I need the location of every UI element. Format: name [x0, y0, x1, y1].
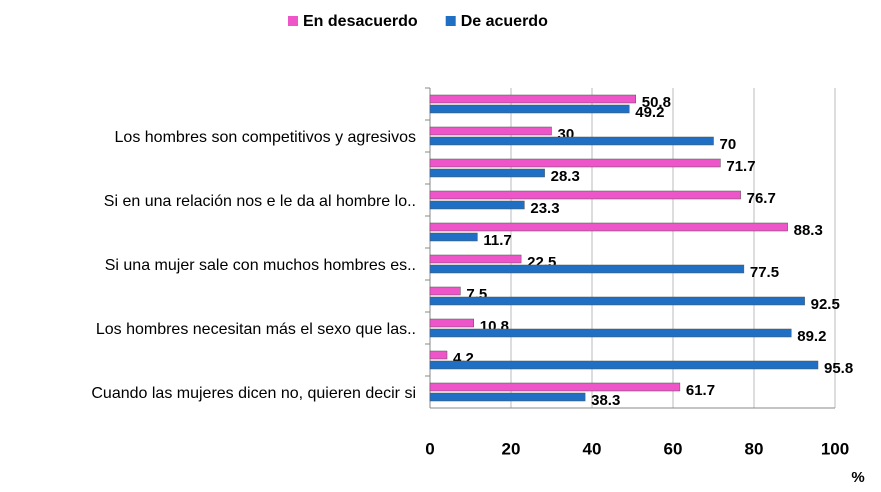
bar [429, 382, 681, 392]
bar [429, 168, 545, 178]
value-label: 61.7 [686, 382, 715, 399]
x-tick-label: 0 [425, 439, 434, 458]
value-label: 28.3 [551, 168, 580, 185]
legend-label: De acuerdo [461, 13, 548, 30]
value-label: 11.7 [483, 232, 511, 249]
value-label: 70 [720, 136, 737, 153]
value-label: 77.5 [750, 264, 779, 281]
x-tick-label: 20 [502, 439, 521, 458]
bar [429, 264, 745, 274]
bar [429, 104, 630, 114]
value-label: 76.7 [747, 190, 776, 207]
x-tick-label: 40 [583, 439, 602, 458]
bar [429, 318, 474, 328]
bar [429, 328, 792, 338]
x-tick-label: 100 [821, 439, 849, 458]
bar [429, 94, 636, 104]
legend-swatch [288, 16, 298, 26]
value-label: 89.2 [797, 328, 826, 345]
bar [429, 200, 525, 210]
bar [429, 286, 461, 296]
value-label: 50.8 [642, 94, 671, 111]
bar [429, 190, 741, 200]
bar [429, 232, 478, 242]
legend-label: En desacuerdo [303, 13, 418, 30]
bar [429, 136, 714, 146]
y-tick-label: Los hombres son competitivos y agresivos [115, 129, 416, 146]
x-axis-label: % [851, 469, 864, 486]
value-label: 92.5 [811, 296, 840, 313]
y-tick-label: Si en una relación nos e le da al hombre… [104, 193, 416, 210]
x-tick-label: 60 [664, 439, 683, 458]
bar [429, 158, 721, 168]
value-label: 49.2 [635, 104, 664, 121]
bar [429, 126, 552, 136]
y-tick-label: Si una mujer sale con muchos hombres es.… [105, 257, 416, 274]
value-label: 88.3 [794, 222, 823, 239]
bar [429, 296, 805, 306]
value-label: 95.8 [824, 360, 853, 377]
value-label: 71.7 [726, 158, 755, 175]
bar [429, 254, 522, 264]
bar [429, 222, 788, 232]
value-label: 38.3 [591, 392, 620, 409]
value-label: 23.3 [530, 200, 559, 217]
bar [429, 360, 819, 370]
x-tick-label: 80 [745, 439, 764, 458]
legend-swatch [445, 16, 456, 26]
y-tick-label: Cuando las mujeres dicen no, quieren dec… [91, 385, 416, 402]
bar [429, 392, 586, 402]
bar [429, 350, 448, 360]
y-tick-label: Los hombres necesitan más el sexo que la… [96, 321, 416, 338]
